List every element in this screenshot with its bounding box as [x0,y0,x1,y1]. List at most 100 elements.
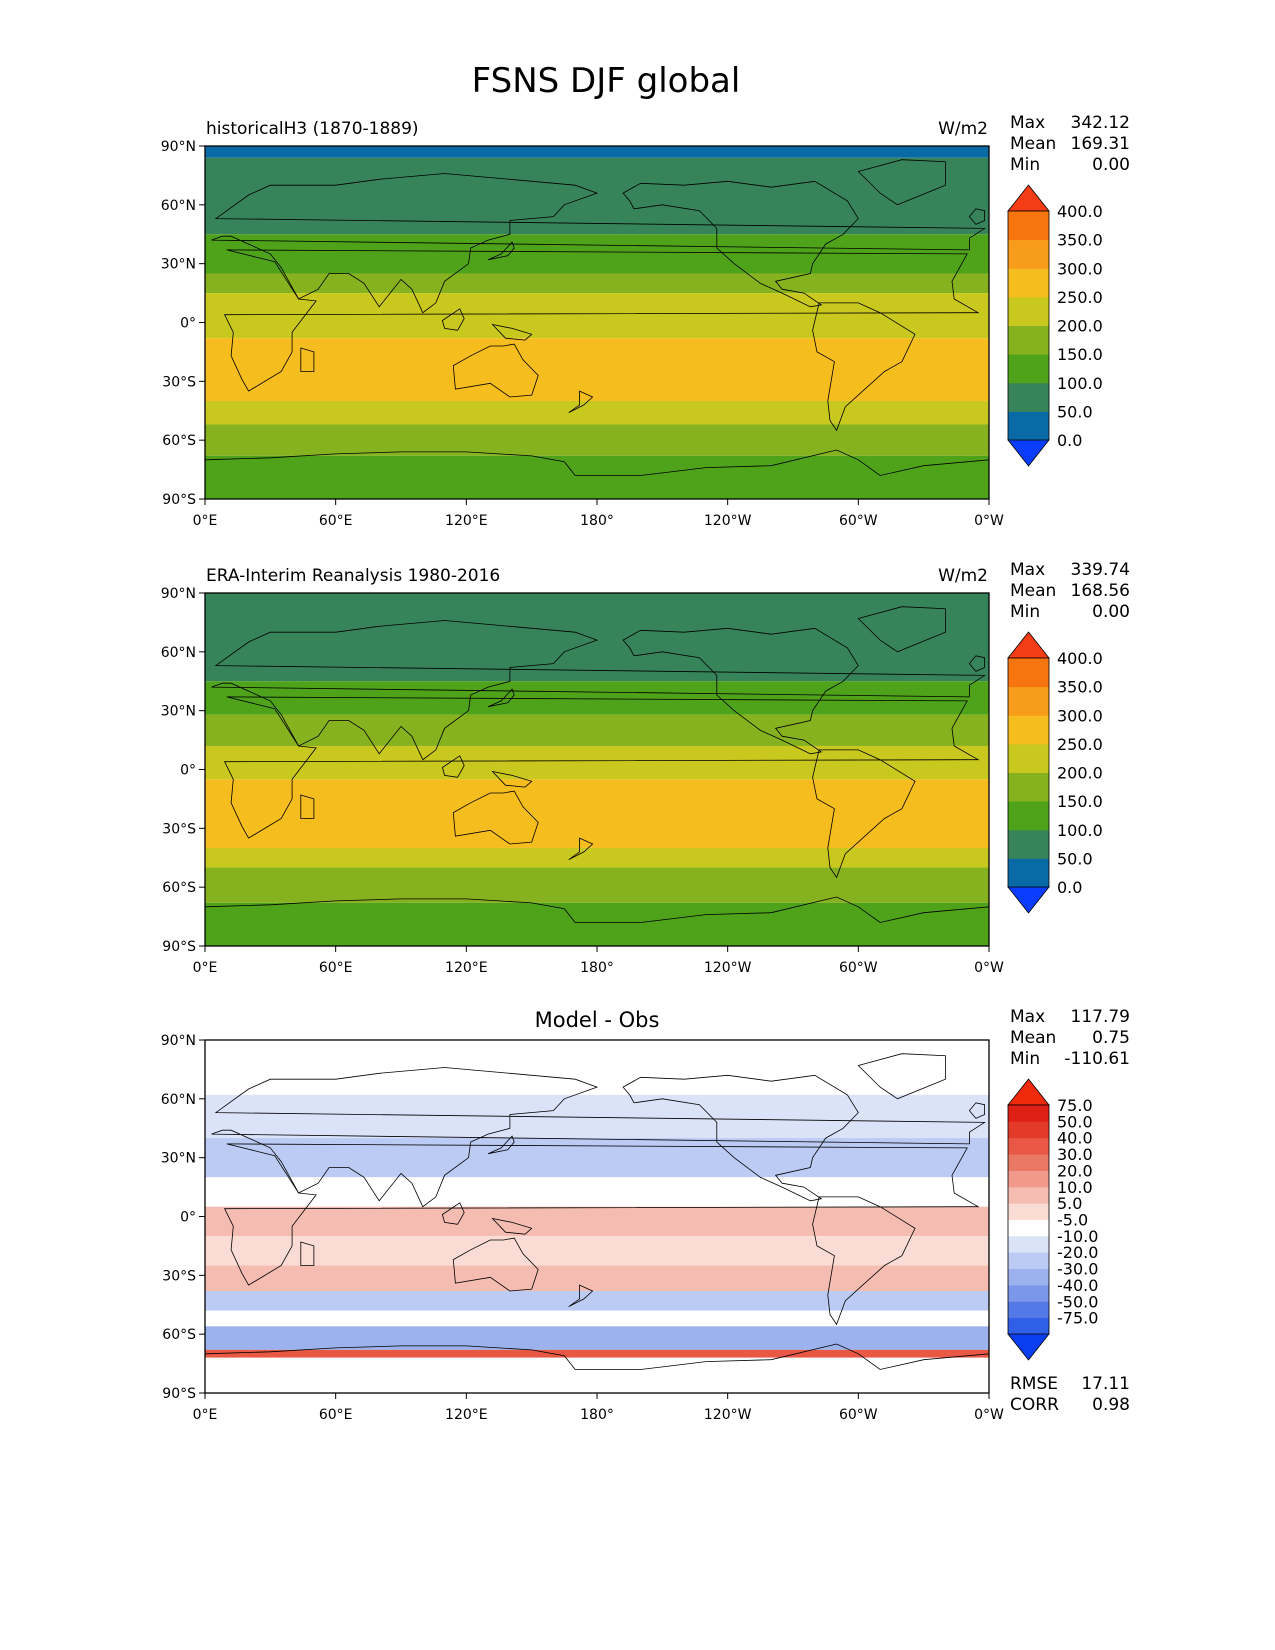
coastline-n-america [622,1074,859,1202]
field-band [205,146,989,158]
field-band [205,847,989,868]
field-band [205,234,989,274]
field-band [205,1357,989,1393]
y-tick-label: 30°N [161,257,196,273]
y-tick-label: 30°N [161,1151,196,1167]
x-tick-label: 120°E [445,1407,488,1423]
x-axis-ticks: 0°E 60°E 120°E 180° 120°W 60°W 0°W [193,1393,1004,1423]
coastline-new-guinea [491,1217,533,1235]
colorbar-segment [1008,1235,1049,1253]
colorbar-tick-label: 200.0 [1057,764,1103,783]
colorbar-segment [1008,772,1049,802]
field-band [205,714,989,746]
colorbar-tick-label: 0.0 [1057,431,1082,450]
field-band [205,1040,989,1095]
colorbar-segment [1008,1317,1049,1335]
stats-block: Max 117.79 Mean 0.75 Min -110.61 [1010,1007,1130,1069]
colorbar-segment [1008,801,1049,831]
coastline-eurasia [211,173,986,314]
coastline-madagascar [300,794,315,819]
y-tick-label: 0° [180,1210,196,1226]
coastline-new-guinea [491,770,533,788]
field-band [205,867,989,903]
x-tick-label: 120°W [704,1407,752,1423]
colorbar-segment [1008,296,1049,326]
extra-stat-label: CORR [1010,1395,1059,1415]
stat-value: 0.00 [1092,155,1130,175]
colorbar-segment [1008,858,1049,888]
field-band [205,1138,989,1178]
colorbar-tick-label: -75.0 [1057,1309,1098,1328]
rmse-corr-block: RMSE 17.11 CORR 0.98 [1010,1374,1130,1415]
colorbar-tick-label: 10.0 [1057,1178,1093,1197]
field-band [205,1265,989,1292]
field-band [205,424,989,456]
panel-left-title: historicalH3 (1870-1889) [206,119,419,139]
field-band [205,1236,989,1266]
y-tick-label: 0° [180,316,196,332]
colorbar-tick-label: 400.0 [1057,649,1103,668]
colorbar-segment [1008,1203,1049,1220]
field-band [205,779,989,848]
y-tick-label: 90°S [162,939,196,955]
stats-block: Max 342.12 Mean 169.31 Min 0.00 [1010,113,1130,175]
colorbar: 75.050.040.030.020.010.05.0-5.0-10.0-20.… [1007,1078,1098,1361]
colorbar-tick-label: 50.0 [1057,1112,1093,1131]
colorbar-tick-label: 400.0 [1057,202,1103,221]
colorbar-tick-label: -20.0 [1057,1243,1098,1262]
y-tick-label: 90°N [161,139,196,155]
stat-value: 0.00 [1092,602,1130,622]
y-tick-label: 30°S [162,821,196,837]
field-band [205,1349,989,1358]
x-tick-label: 0°E [193,1407,218,1423]
colorbar-segment [1008,715,1049,745]
y-tick-label: 60°S [162,433,196,449]
y-tick-label: 60°S [162,1327,196,1343]
stat-label: Max [1010,113,1045,133]
extra-stat-value: 17.11 [1081,1374,1130,1394]
stat-label: Max [1010,1007,1045,1027]
colorbar-segment [1008,268,1049,298]
y-tick-label: 90°N [161,586,196,602]
y-tick-label: 60°N [161,645,196,661]
colorbar-tick-label: 20.0 [1057,1161,1093,1180]
coastline-africa [223,1143,980,1286]
coastline-greenland [857,606,946,653]
colorbar-tick-label: 40.0 [1057,1129,1093,1148]
field-band [205,1310,989,1327]
coastline-borneo [441,308,465,331]
map-panel-historical: historicalH3 (1870-1889) W/m2 90°N 60°N 30… [161,113,1130,529]
colorbar-segment [1008,1268,1049,1286]
colorbar-segment [1008,1170,1049,1188]
stat-value: 0.75 [1092,1028,1130,1048]
coastline-new-zealand [568,390,594,414]
figure-title: FSNS DJF global [472,61,741,101]
coastline-australia [452,790,539,845]
stat-label: Mean [1010,134,1056,154]
field-band [205,681,989,715]
field-band [205,273,989,294]
colorbar-segment [1008,658,1049,688]
colorbar-segment [1008,1137,1049,1155]
field-band [205,1291,989,1311]
stat-value: 342.12 [1071,113,1130,133]
colorbar-segment [1008,354,1049,384]
y-tick-label: 30°S [162,1268,196,1284]
colorbar-tick-label: -5.0 [1057,1211,1088,1230]
coastline-s-america [812,302,916,432]
field-band [205,157,989,235]
field-band [205,1094,989,1139]
x-tick-label: 60°E [319,513,353,529]
field-band [205,338,989,401]
colorbar-extend-max [1007,631,1050,659]
stat-value: 339.74 [1071,560,1130,580]
x-tick-label: 180° [580,1407,614,1423]
x-tick-label: 60°W [839,513,878,529]
colorbar-tick-label: -10.0 [1057,1227,1098,1246]
extra-stat-value: 0.98 [1092,1395,1130,1415]
coastline-madagascar [300,1241,315,1266]
x-axis-ticks: 0°E 60°E 120°E 180° 120°W 60°W 0°W [193,946,1004,976]
colorbar-segment [1008,1154,1049,1171]
colorbar-tick-label: 100.0 [1057,374,1103,393]
